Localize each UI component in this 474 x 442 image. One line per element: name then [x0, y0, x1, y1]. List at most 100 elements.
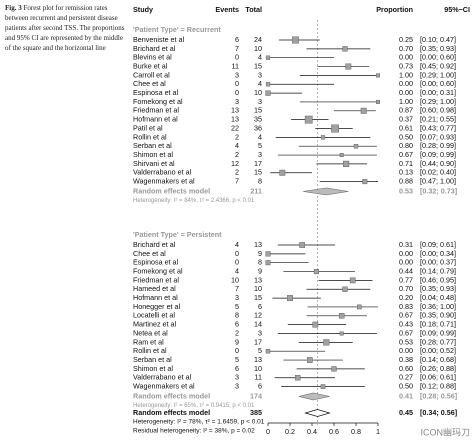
total: 4: [258, 53, 262, 62]
total: 13: [254, 275, 262, 284]
proportion: 1.00: [399, 97, 413, 106]
proportion: 0.67: [399, 150, 413, 159]
events: 3: [235, 373, 239, 382]
study-square: [265, 260, 271, 266]
ci: [0.18; 0.71]: [420, 320, 456, 329]
total: 10: [254, 284, 262, 293]
total: 3: [258, 150, 262, 159]
ci: [0.43; 0.77]: [420, 123, 456, 132]
study-square: [331, 366, 337, 372]
ci: [0.10; 0.47]: [420, 35, 456, 44]
ci: [0.45; 0.92]: [420, 61, 456, 70]
proportion: 0.00: [399, 53, 413, 62]
study-square: [313, 269, 319, 275]
ci: [0.28; 0.99]: [420, 141, 456, 150]
events: 4: [235, 240, 239, 249]
total: 10: [254, 364, 262, 373]
summary-label: Random effects model: [133, 391, 210, 400]
study-square: [339, 153, 344, 158]
ci: [0.00; 0.34]: [420, 249, 456, 258]
ci: [0.44; 0.90]: [420, 159, 456, 168]
total: 10: [254, 88, 262, 97]
proportion: 0.00: [399, 249, 413, 258]
total: 11: [255, 373, 262, 382]
events: 5: [235, 302, 239, 311]
summary-total: 174: [250, 391, 262, 400]
ci: [0.46; 0.95]: [420, 275, 456, 284]
study-square: [287, 295, 293, 302]
summary-proportion: 0.41: [399, 391, 413, 400]
proportion: 0.00: [399, 346, 413, 355]
events: 0: [235, 249, 239, 258]
heterogeneity: Heterogeneity: I² = 78%, τ² = 1.6459, p …: [133, 419, 265, 426]
events: 4: [235, 141, 239, 150]
study-square: [292, 36, 299, 44]
proportion: 0.77: [399, 275, 413, 284]
events: 7: [235, 44, 239, 53]
study-name: Shirvani et al: [133, 159, 175, 168]
study-square: [360, 107, 367, 114]
proportion: 0.43: [399, 320, 413, 329]
proportion: 0.38: [399, 355, 413, 364]
study-name: Brichard et al: [133, 240, 176, 249]
proportion: 0.71: [399, 159, 413, 168]
total: 15: [254, 106, 262, 115]
study-square: [353, 143, 359, 149]
study-name: Rollin et al: [133, 132, 167, 141]
study-name: Hameed et al: [133, 284, 176, 293]
study-name: Espinosa et al: [133, 88, 179, 97]
total: 10: [254, 44, 262, 53]
study-name: Friedman et al: [133, 106, 179, 115]
ci: [0.04; 0.48]: [420, 293, 456, 302]
events: 2: [235, 168, 239, 177]
header-total: Total: [245, 5, 262, 14]
study-name: Benveniste et al: [133, 35, 185, 44]
summary-label: Random effects model: [133, 186, 210, 195]
overall-total: 385: [250, 408, 262, 417]
study-name: Blevins et al: [133, 53, 172, 62]
events: 9: [235, 337, 239, 346]
total: 3: [258, 70, 262, 79]
study-name: Ram et al: [133, 337, 164, 346]
study-square: [312, 321, 319, 328]
events: 5: [235, 355, 239, 364]
proportion: 0.83: [399, 302, 413, 311]
events: 13: [231, 106, 239, 115]
study-square: [320, 135, 326, 140]
summary-ci: [0.28; 0.56]: [420, 391, 457, 400]
ci: [0.00; 0.60]: [420, 79, 456, 88]
ci: [0.29; 1.00]: [420, 70, 456, 79]
ci: [0.07; 0.93]: [420, 132, 456, 141]
study-square: [342, 286, 348, 292]
study-name: Chee et al: [133, 79, 166, 88]
header-ci: 95%−CI: [444, 5, 470, 14]
total: 6: [258, 302, 262, 311]
events: 0: [235, 53, 239, 62]
study-square: [265, 82, 271, 87]
proportion: 0.53: [399, 337, 413, 346]
summary-proportion: 0.53: [399, 186, 413, 195]
proportion: 0.87: [399, 106, 413, 115]
total: 14: [254, 320, 262, 329]
study-square: [376, 73, 380, 78]
events: 3: [235, 382, 239, 391]
study-square: [376, 99, 380, 104]
study-name: Chee et al: [133, 249, 166, 258]
caption: Fig. 3 Forest plot for remission rates b…: [5, 3, 125, 53]
summary-diamond: [304, 409, 331, 417]
study-name: Carroll et al: [133, 70, 170, 79]
total: 9: [258, 249, 262, 258]
events: 0: [235, 88, 239, 97]
total: 15: [254, 293, 262, 302]
total: 17: [254, 337, 262, 346]
study-square: [306, 357, 313, 363]
events: 0: [235, 79, 239, 88]
total: 4: [258, 79, 262, 88]
study-name: Espinosa et al: [133, 258, 179, 267]
study-name: Valderrabano et al: [133, 373, 192, 382]
events: 2: [235, 150, 239, 159]
study-square: [304, 115, 313, 124]
study-name: Fomekong et al: [133, 97, 183, 106]
proportion: 0.44: [399, 266, 413, 275]
